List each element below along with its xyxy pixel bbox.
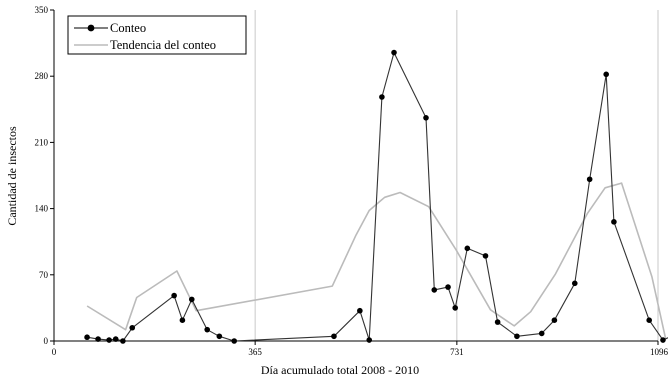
legend-box [67, 15, 247, 55]
y-tick-label: 0 [44, 336, 49, 346]
data-point-conteo [379, 94, 385, 100]
x-tick-label: 731 [450, 347, 464, 357]
data-point-conteo [464, 245, 471, 252]
y-axis-label: Cantidad de insectos [5, 126, 19, 226]
data-series [84, 49, 668, 344]
data-point-conteo [95, 336, 101, 342]
data-point-conteo [445, 284, 451, 290]
y-tick-label: 140 [35, 204, 49, 214]
data-point-conteo [538, 330, 545, 337]
data-point-conteo [646, 317, 652, 323]
y-tick-label: 210 [35, 137, 49, 147]
data-point-conteo [188, 296, 195, 303]
data-point-conteo [171, 292, 177, 299]
data-point-conteo [586, 176, 593, 183]
data-point-conteo [423, 115, 429, 121]
data-point-conteo [357, 307, 363, 314]
tick-labels: 0 70 140 210 280 350 0 365 731 1096 [35, 5, 668, 357]
data-point-conteo [611, 219, 617, 225]
data-point-conteo [331, 333, 337, 340]
grid-lines [254, 10, 659, 341]
data-point-conteo [452, 305, 458, 311]
x-tick-label: 365 [248, 347, 262, 357]
data-point-conteo [366, 337, 373, 343]
legend-marker-conteo [87, 24, 95, 32]
data-point-conteo [179, 317, 186, 323]
legend-label-tendencia: Tendencia del conteo [110, 38, 216, 52]
y-tick-label: 350 [35, 5, 49, 15]
axes [50, 9, 659, 345]
series-line-conteo [87, 52, 668, 342]
data-point-conteo [112, 336, 119, 342]
data-point-conteo [231, 338, 238, 344]
data-point-conteo [84, 334, 90, 341]
y-tick-label: 280 [35, 71, 49, 81]
data-point-conteo [129, 324, 136, 331]
data-point-conteo [482, 253, 489, 259]
data-point-conteo [571, 280, 578, 287]
legend: Conteo Tendencia del conteo [67, 15, 247, 55]
x-axis-label: Día acumulado total 2008 - 2010 [261, 363, 419, 377]
data-point-conteo [216, 333, 223, 340]
data-point-conteo [603, 71, 609, 78]
data-point-conteo [391, 49, 397, 56]
data-point-conteo [106, 337, 112, 343]
legend-label-conteo: Conteo [110, 21, 146, 35]
data-point-conteo [551, 317, 558, 323]
data-point-conteo [660, 337, 666, 343]
y-tick-label: 70 [39, 270, 49, 280]
data-point-conteo [204, 326, 211, 333]
x-tick-label: 0 [52, 347, 57, 357]
series-line-tendencia-del-conteo [86, 182, 667, 340]
x-tick-label: 1096 [650, 347, 668, 357]
data-point-conteo [120, 338, 126, 344]
data-point-conteo [514, 333, 520, 340]
data-point-conteo [431, 287, 438, 293]
data-point-conteo [494, 319, 501, 325]
